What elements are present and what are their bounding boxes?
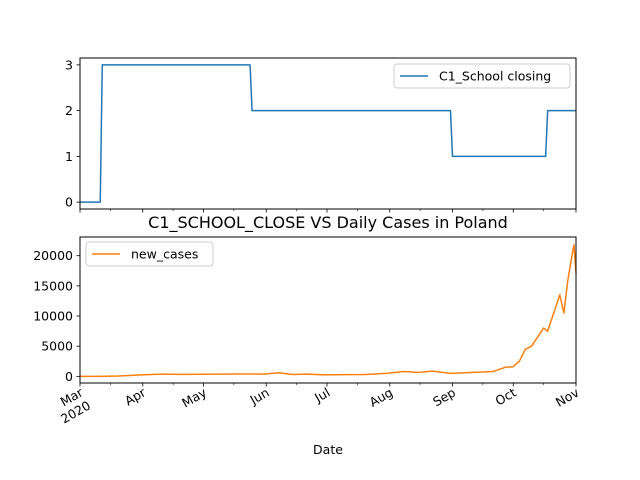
school-closing-series xyxy=(80,64,576,203)
bottom-legend-box xyxy=(85,241,214,267)
y-tick-label: 15000 xyxy=(33,278,73,293)
y-tick-label: 5000 xyxy=(41,339,73,354)
series-line-school-closing xyxy=(80,64,576,203)
y-tick-label: 3 xyxy=(65,57,73,72)
top-axes-frame xyxy=(79,57,577,210)
bottom-legend: new_cases xyxy=(85,241,214,267)
y-tick-label: 0 xyxy=(65,195,73,210)
top-y-ticks: 0 1 2 3 xyxy=(65,57,80,210)
top-axes: 0 1 2 3 C1_School closing xyxy=(65,57,577,213)
y-tick-label: 0 xyxy=(65,369,73,384)
bottom-y-ticks: 0 5000 10000 15000 20000 xyxy=(33,248,80,384)
y-tick-label: 20000 xyxy=(33,248,73,263)
top-legend-label: C1_School closing xyxy=(439,69,551,84)
series-line-new-cases xyxy=(79,244,577,378)
x-tick-label: Jul xyxy=(311,385,332,406)
top-legend-box xyxy=(393,63,571,89)
y-tick-label: 10000 xyxy=(33,309,73,324)
x-tick-label-line: Jul xyxy=(311,385,332,406)
x-axis-label: Date xyxy=(313,442,343,457)
y-tick-label: 2 xyxy=(65,103,73,118)
top-legend: C1_School closing xyxy=(393,63,571,89)
new-cases-series xyxy=(79,244,577,378)
y-tick-label: 1 xyxy=(65,149,73,164)
bottom-axes-frame xyxy=(79,236,577,384)
chart-title: C1_SCHOOL_CLOSE VS Daily Cases in Poland xyxy=(148,213,508,233)
bottom-legend-label: new_cases xyxy=(131,247,198,262)
